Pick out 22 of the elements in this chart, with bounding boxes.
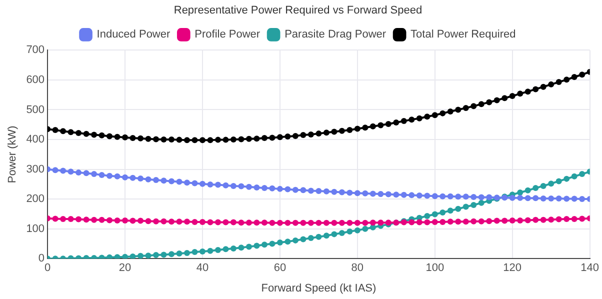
y-tick-label: 700 xyxy=(26,44,45,56)
x-tick-label: 40 xyxy=(196,262,209,274)
x-tick-label: 60 xyxy=(274,262,286,274)
y-axis-title: Power (kW) xyxy=(6,126,19,184)
y-tick-label: 400 xyxy=(26,134,45,146)
x-axis-title: Forward Speed (kt IAS) xyxy=(261,282,376,294)
y-tick-label: 200 xyxy=(26,193,45,206)
x-tick-label: 120 xyxy=(503,262,522,274)
legend-label: Total Power Required xyxy=(410,28,516,41)
y-tick-label: 100 xyxy=(26,222,45,235)
x-tick-label: 20 xyxy=(118,262,132,274)
legend-label: Parasite Drag Power xyxy=(284,28,386,41)
x-tick-label: 80 xyxy=(351,262,364,274)
x-tick-label: 140 xyxy=(580,262,600,274)
y-tick-label: 500 xyxy=(26,104,45,116)
legend-label: Profile Power xyxy=(194,28,260,41)
legend-label: Induced Power xyxy=(96,28,170,41)
chart-title: Representative Power Required vs Forward Speed xyxy=(174,4,422,17)
y-tick-label: 0 xyxy=(38,252,45,265)
y-tick-label: 300 xyxy=(26,163,45,176)
y-tick-label: 600 xyxy=(26,74,45,86)
x-tick-label: 100 xyxy=(426,262,444,274)
